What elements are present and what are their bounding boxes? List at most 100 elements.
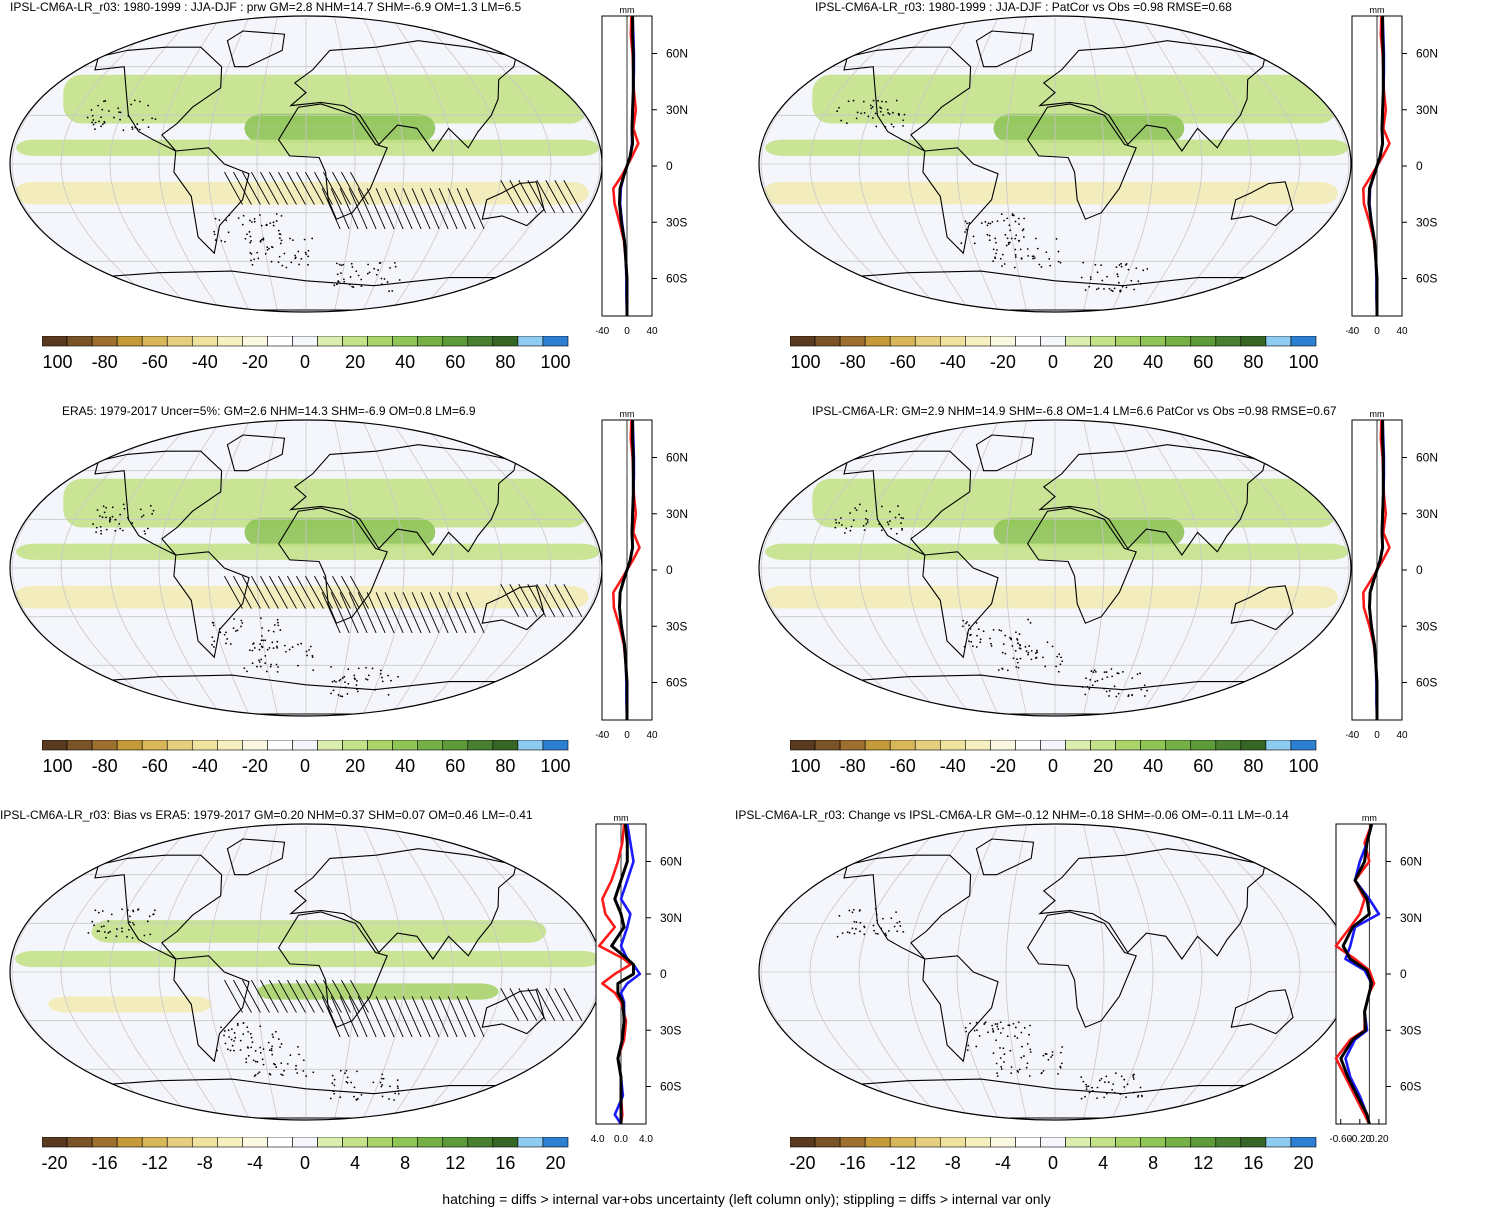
stippling xyxy=(86,99,401,293)
profile-ytick-label: 60S xyxy=(666,272,687,286)
coastline xyxy=(922,147,999,255)
colorbar-swatch xyxy=(1140,1137,1167,1148)
profile-ytick-label: 60S xyxy=(1400,1080,1421,1094)
stippling xyxy=(92,503,399,698)
coastline xyxy=(226,30,286,68)
zonal-profile: mm 60N 30N 0 30S 60S -40 0 40 xyxy=(596,409,688,741)
coastline xyxy=(277,103,388,220)
colorbar-swatch xyxy=(914,1137,941,1148)
profile-ytick-label: 60S xyxy=(660,1080,681,1094)
colorbar-swatch xyxy=(367,1137,393,1148)
hatching xyxy=(224,575,583,634)
field-band xyxy=(812,74,1338,124)
colorbar-swatch xyxy=(492,336,519,347)
colorbar-swatch xyxy=(914,740,941,751)
profile-xtick-label: 0 xyxy=(1374,730,1380,741)
colorbar-swatch xyxy=(1290,336,1317,347)
zonal-profile: mm 60N 30N 0 30S 60S -40 0 40 xyxy=(1346,409,1438,741)
colorbar-swatch xyxy=(864,740,891,751)
colorbar-swatch xyxy=(1115,1137,1141,1148)
profile-xtick-label: -40 xyxy=(596,730,610,741)
colorbar-swatch xyxy=(367,740,393,751)
stippling xyxy=(834,503,1148,698)
colorbar-label: -80 xyxy=(92,756,118,776)
colorbar-swatch xyxy=(1290,1137,1317,1148)
colorbar-swatch xyxy=(889,336,916,347)
colorbar-swatch xyxy=(116,740,143,751)
field-band xyxy=(16,139,600,156)
coastline xyxy=(277,911,388,1028)
profile-series-black xyxy=(1368,420,1385,720)
coastline xyxy=(1026,507,1137,624)
field-band xyxy=(765,543,1349,560)
colorbar-label: -60 xyxy=(142,756,168,776)
profile-series-black xyxy=(610,823,635,1124)
coastline xyxy=(289,40,517,152)
colorbar-label: -20 xyxy=(242,352,268,372)
field-band xyxy=(63,74,589,124)
colorbar-label: -4 xyxy=(247,1153,263,1173)
world-map xyxy=(9,419,603,717)
profile-ytick-label: 60N xyxy=(1400,855,1422,869)
colorbar-swatch xyxy=(492,740,519,751)
colorbar-swatch xyxy=(141,336,168,347)
profile-ytick-label: 60N xyxy=(1416,451,1438,465)
field-band xyxy=(763,585,1338,609)
coastline xyxy=(922,955,999,1063)
colorbar-swatch xyxy=(1240,740,1267,751)
colorbar-swatch xyxy=(467,740,494,751)
profile-ytick-label: 30N xyxy=(666,103,688,117)
field-band xyxy=(244,517,436,547)
colorbar-label: 8 xyxy=(400,1153,410,1173)
colorbar-swatch xyxy=(217,1137,243,1148)
colorbar-label: -8 xyxy=(197,1153,213,1173)
colorbar-swatch xyxy=(116,336,143,347)
colorbar-swatch xyxy=(191,336,218,347)
colorbar-swatch xyxy=(889,740,916,751)
field-band xyxy=(14,181,589,205)
coastline xyxy=(1026,103,1137,220)
stippling xyxy=(87,908,400,1101)
colorbar-label: -40 xyxy=(940,756,966,776)
profile-xtick-label: -4.0 xyxy=(590,1134,605,1145)
colorbar-label: 60 xyxy=(445,756,465,776)
coastline xyxy=(975,30,1035,68)
colorbar-swatch xyxy=(317,336,343,347)
colorbar-swatch xyxy=(939,1137,966,1148)
colorbar-label: -20 xyxy=(990,352,1016,372)
profile-ytick-label: 30S xyxy=(666,215,687,229)
colorbar-swatch xyxy=(166,740,193,751)
profile-unit-label: mm xyxy=(1370,5,1385,15)
colorbar-swatch xyxy=(1115,336,1141,347)
colorbar-swatch xyxy=(442,336,469,347)
colorbar-swatch xyxy=(66,336,93,347)
profile-ytick-label: 30N xyxy=(1416,103,1438,117)
coastline xyxy=(226,838,286,876)
panel-title: IPSL-CM6A-LR_r03: Bias vs ERA5: 1979-201… xyxy=(0,808,533,822)
colorbar-label: -40 xyxy=(192,756,218,776)
profile-xtick-label: 0.20 xyxy=(1369,1134,1389,1145)
colorbar-swatch xyxy=(242,336,268,347)
coastline xyxy=(173,955,250,1063)
colorbar-swatch xyxy=(1265,336,1292,347)
colorbar-label: 4 xyxy=(1098,1153,1108,1173)
profile-ytick-label: 60N xyxy=(666,47,688,61)
colorbar-swatch xyxy=(1165,1137,1192,1148)
profile-ytick-label: 30S xyxy=(1400,1023,1421,1037)
colorbar-swatch xyxy=(1090,1137,1116,1148)
panel-title: IPSL-CM6A-LR_r03: Change vs IPSL-CM6A-LR… xyxy=(735,808,1289,822)
hatching xyxy=(224,171,583,230)
colorbar-swatch xyxy=(317,740,343,751)
colorbar-label: -40 xyxy=(192,352,218,372)
colorbar-swatch xyxy=(542,740,569,751)
colorbar-label: -100 xyxy=(42,756,73,776)
colorbar-swatch xyxy=(965,1137,991,1148)
colorbar-swatch xyxy=(790,740,816,751)
colorbar-swatch xyxy=(1290,740,1317,751)
colorbar-swatch xyxy=(542,1137,569,1148)
colorbar-swatch xyxy=(1040,336,1066,347)
colorbar-swatch xyxy=(242,1137,268,1148)
colorbar-label: 16 xyxy=(1243,1153,1263,1173)
colorbar-swatch xyxy=(542,336,569,347)
colorbar-label: 0 xyxy=(300,352,310,372)
